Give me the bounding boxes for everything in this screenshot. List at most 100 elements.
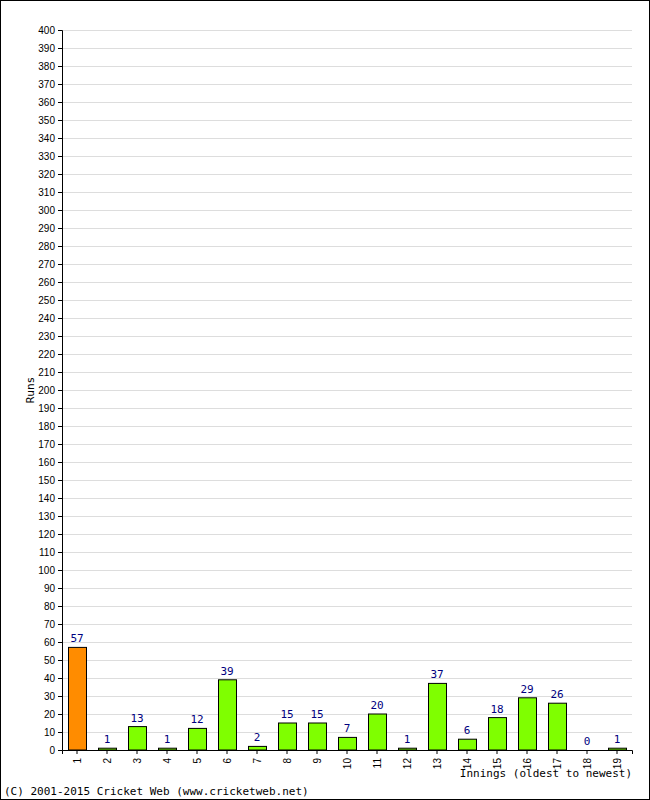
y-tick-mark [58,372,62,373]
y-tick-label: 120 [38,529,55,540]
grid-line [62,84,632,85]
y-tick-mark [58,246,62,247]
x-tick-mark [347,750,348,754]
y-tick-label: 90 [44,583,56,594]
y-tick-label: 20 [44,709,56,720]
grid-line [62,408,632,409]
y-tick-mark [58,192,62,193]
y-tick: 80 [44,601,62,612]
grid-line [62,102,632,103]
y-tick: 200 [38,385,62,396]
y-tick-label: 70 [44,619,56,630]
x-tick-label: 8 [282,758,293,764]
x-tick-mark [617,750,618,754]
y-tick-label: 270 [38,259,55,270]
y-tick-mark [58,48,62,49]
data-label: 0 [584,735,591,748]
y-tick-mark [58,696,62,697]
y-tick-label: 260 [38,277,55,288]
y-tick-label: 300 [38,205,55,216]
grid-line [62,588,632,589]
x-tick: 10 [342,750,353,769]
x-tick-mark [197,750,198,754]
bar [549,703,567,750]
data-label: 1 [404,733,411,746]
x-tick-mark [137,750,138,754]
y-tick-mark [58,660,62,661]
grid-line [62,228,632,229]
data-label: 26 [550,688,563,701]
data-label: 1 [614,733,621,746]
x-tick-mark [407,750,408,754]
x-tick: 6 [222,750,233,764]
data-label: 2 [254,731,261,744]
y-tick-label: 100 [38,565,55,576]
y-tick-mark [58,714,62,715]
x-tick-mark [467,750,468,754]
grid-line [62,624,632,625]
y-tick-mark [58,588,62,589]
y-tick: 120 [38,529,62,540]
chart: 0102030405060708090100110120130140150160… [0,0,650,800]
bar [249,746,267,750]
y-tick: 170 [38,439,62,450]
data-label: 1 [164,733,171,746]
y-tick-label: 200 [38,385,55,396]
copyright: (C) 2001-2015 Cricket Web (www.cricketwe… [4,785,309,798]
x-tick-label: 11 [372,758,383,769]
grid-line [62,372,632,373]
y-tick-mark [58,426,62,427]
x-tick-label: 4 [162,758,173,764]
grid-line [62,462,632,463]
y-tick: 330 [38,151,62,162]
x-tick: 9 [312,750,323,764]
grid-line [62,678,632,679]
bar [189,728,207,750]
x-tick: 12 [402,750,413,769]
y-tick: 30 [44,691,62,702]
bar [129,727,147,750]
data-label: 29 [520,683,533,696]
y-tick-label: 290 [38,223,55,234]
x-tick: 5 [192,750,203,764]
y-tick-label: 160 [38,457,55,468]
y-tick-label: 210 [38,367,55,378]
x-tick-mark [287,750,288,754]
grid-line [62,300,632,301]
bar [609,748,627,750]
y-tick-mark [58,480,62,481]
data-label: 1 [104,733,111,746]
data-label: 6 [464,724,471,737]
grid-line [62,264,632,265]
x-tick: 8 [282,750,293,764]
y-tick-label: 350 [38,115,55,126]
y-tick: 20 [44,709,62,720]
y-tick: 300 [38,205,62,216]
y-tick-label: 230 [38,331,55,342]
y-tick: 270 [38,259,62,270]
grid-line [62,516,632,517]
y-tick-label: 400 [38,25,55,36]
x-tick-label: 2 [102,758,113,764]
y-tick-label: 360 [38,97,55,108]
y-tick-mark [58,120,62,121]
y-tick: 400 [38,25,62,36]
x-tick-mark [527,750,528,754]
grid-line [62,354,632,355]
y-tick-label: 250 [38,295,55,306]
y-tick-label: 190 [38,403,55,414]
y-tick: 210 [38,367,62,378]
grid-line [62,138,632,139]
y-tick: 350 [38,115,62,126]
y-tick-label: 10 [44,727,56,738]
y-tick-mark [58,678,62,679]
y-tick: 180 [38,421,62,432]
data-label: 15 [280,708,293,721]
bar [279,723,297,750]
bar [369,714,387,750]
y-axis-title: Runs [24,377,37,404]
y-tick-label: 310 [38,187,55,198]
y-tick-mark [58,66,62,67]
y-tick-mark [58,390,62,391]
bars [69,647,627,750]
